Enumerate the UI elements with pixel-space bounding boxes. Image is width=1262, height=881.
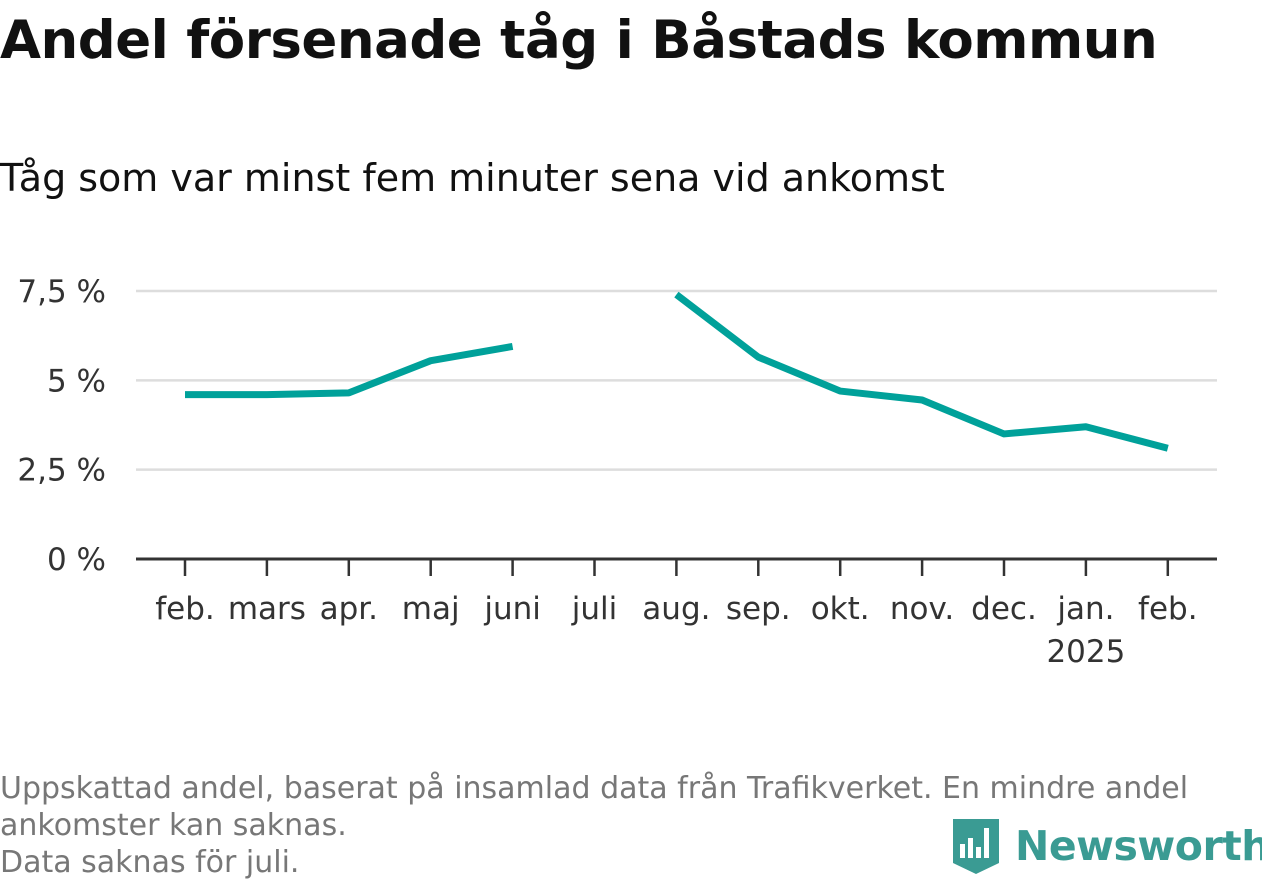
chart-subtitle: Tåg som var minst fem minuter sena vid a… (0, 156, 945, 200)
series-line-segment (185, 342, 514, 399)
series-line-segment (674, 291, 1169, 452)
footnote: Uppskattad andel, baserat på insamlad da… (0, 770, 1250, 881)
x-tick-label: nov. (890, 591, 954, 627)
x-tick-label: feb. (1138, 591, 1198, 627)
y-tick-label: 0 % (47, 542, 106, 578)
chart-title: Andel försenade tåg i Båstads kommun (0, 10, 1158, 71)
x-tick-label: juni (483, 591, 541, 627)
brand-logo: Newsworthy (951, 816, 1262, 876)
gridlines (136, 289, 1217, 471)
y-tick-label: 2,5 % (17, 453, 106, 489)
y-tick-label: 5 % (47, 363, 106, 399)
x-tick-label: sep. (726, 591, 791, 627)
x-tick-label: apr. (320, 591, 378, 627)
x-tick-label: okt. (811, 591, 870, 627)
x-tick-label: mars (228, 591, 306, 627)
footnote-source: Uppskattad andel, baserat på insamlad da… (0, 771, 1189, 843)
footnote-missing-data: Data saknas för juli. (0, 845, 300, 880)
newsworthy-logo-icon (953, 819, 999, 874)
x-year-label: 2025 (1046, 634, 1125, 670)
series-lines (185, 291, 1169, 452)
y-tick-label: 7,5 % (17, 274, 106, 310)
x-tick-label: feb. (155, 591, 215, 627)
x-tick-label: juli (571, 591, 618, 627)
x-tick-label: jan. (1056, 591, 1114, 627)
x-axis: feb. mars apr. maj juni juli aug. sep. okt. nov. d… (136, 557, 1217, 670)
y-axis-tick-labels: 0 % 2,5 % 5 % 7,5 % (17, 274, 106, 578)
x-tick-label: maj (402, 591, 460, 627)
x-tick-label: dec. (971, 591, 1037, 627)
brand-name: Newsworthy (1015, 822, 1262, 870)
x-tick-label: aug. (642, 591, 710, 627)
line-chart: 0 % 2,5 % 5 % 7,5 % feb. mars apr. maj juni juli… (17, 274, 1217, 670)
